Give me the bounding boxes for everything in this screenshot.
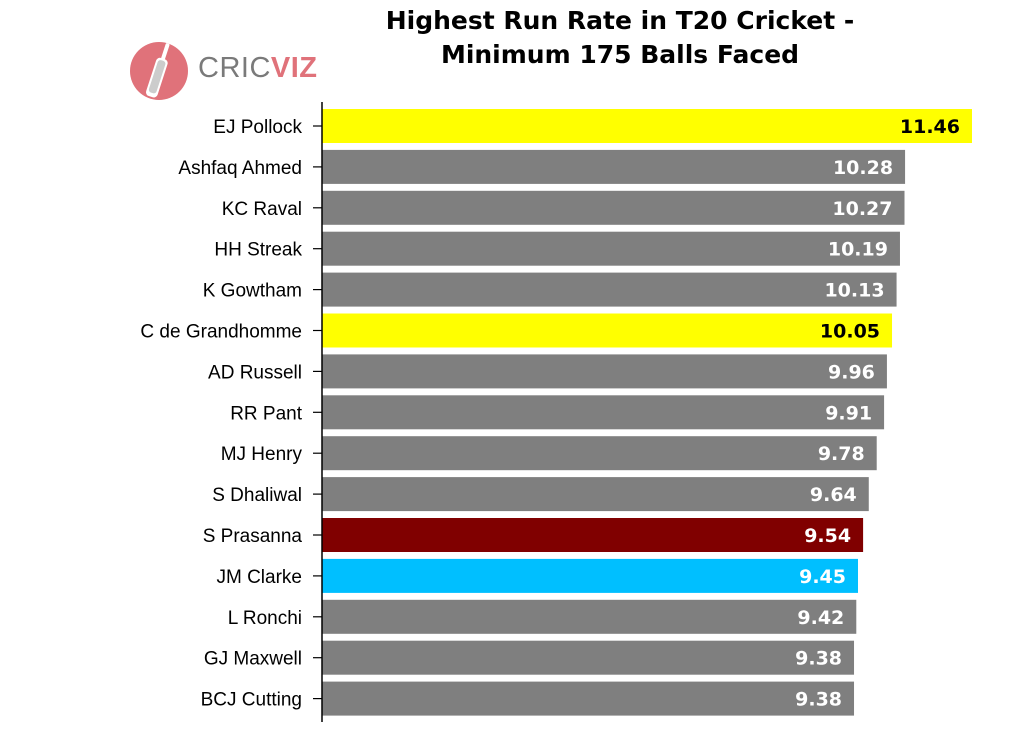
y-tick-label: JM Clarke (216, 567, 302, 588)
bar (322, 313, 893, 348)
y-tick-label: RR Pant (230, 403, 303, 424)
bar (322, 231, 900, 266)
bar (322, 190, 905, 225)
data-label: 9.38 (795, 689, 842, 711)
y-tick-label: KC Raval (222, 199, 302, 220)
cricviz-logo: CRICVIZ (128, 38, 317, 102)
bar (322, 558, 858, 593)
y-tick-label: S Dhaliwal (212, 485, 302, 506)
y-tick-label: GJ Maxwell (204, 649, 302, 670)
y-tick-label: Ashfaq Ahmed (178, 158, 302, 179)
logo-text-cric: CRIC (198, 52, 271, 84)
chart-title-line-1: Highest Run Rate in T20 Cricket - (385, 6, 855, 35)
bar (322, 109, 972, 143)
data-label: 11.46 (900, 116, 960, 138)
y-tick-label: HH Streak (214, 240, 302, 261)
data-label: 10.13 (824, 280, 884, 302)
chart-title-line-2: Minimum 175 Balls Faced (440, 40, 800, 69)
data-label: 10.05 (820, 321, 880, 343)
data-label: 9.91 (825, 402, 872, 424)
bar (322, 354, 887, 389)
data-label: 9.42 (797, 607, 844, 629)
data-label: 9.45 (799, 566, 846, 588)
cricket-bat-icon (130, 42, 188, 100)
logo-wordmark: CRICVIZ (198, 52, 318, 85)
data-label: 9.54 (804, 525, 851, 547)
y-tick-label: S Prasanna (203, 526, 303, 547)
bar (322, 272, 897, 307)
data-label: 10.19 (828, 239, 888, 261)
y-tick-label: BCJ Cutting (201, 690, 302, 711)
y-tick-label: K Gowtham (203, 281, 302, 302)
bar (322, 681, 855, 716)
data-label: 9.38 (795, 648, 842, 670)
bar (322, 477, 869, 512)
data-label: 10.27 (832, 198, 892, 220)
bar (322, 149, 906, 184)
logo-text-viz: VIZ (270, 52, 318, 84)
data-label: 9.64 (810, 484, 857, 506)
bar (322, 436, 877, 471)
data-label: 10.28 (833, 157, 893, 179)
data-label: 9.96 (828, 361, 875, 383)
y-tick-label: C de Grandhomme (140, 322, 302, 343)
y-tick-label: MJ Henry (221, 444, 303, 465)
y-tick-label: EJ Pollock (213, 117, 302, 138)
y-tick-label: L Ronchi (228, 608, 302, 629)
bar (322, 640, 855, 675)
y-tick-label: AD Russell (208, 362, 302, 383)
data-label: 9.78 (818, 443, 865, 465)
bar (322, 395, 885, 430)
chart-title: Highest Run Rate in T20 Cricket - Minimu… (320, 4, 920, 72)
bar (322, 599, 857, 634)
bar (322, 518, 864, 552)
